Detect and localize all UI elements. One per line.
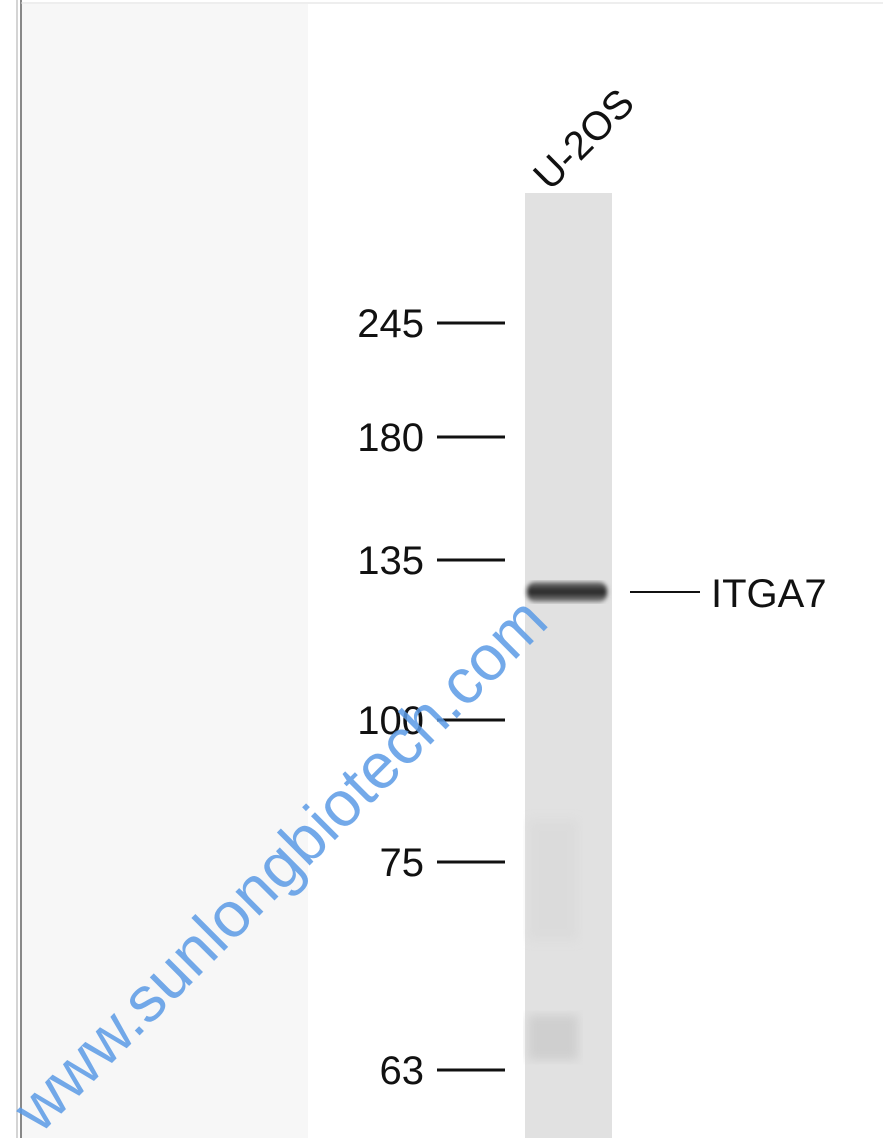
page: {"lane_label": "U-2OS", "markers": [245,… bbox=[0, 0, 883, 1138]
faint-band bbox=[528, 820, 578, 940]
marker-label: 75 bbox=[380, 841, 425, 885]
protein-band bbox=[527, 582, 607, 602]
marker-label: 245 bbox=[357, 302, 424, 346]
lane bbox=[525, 193, 612, 1138]
marker-label: 63 bbox=[380, 1049, 425, 1093]
marker-label: 180 bbox=[357, 416, 424, 460]
blot-figure: U-2OS ITGA7 2451801351007563 www.sunlong… bbox=[0, 0, 883, 1138]
faint-band bbox=[528, 1015, 578, 1060]
band-label: ITGA7 bbox=[711, 572, 827, 616]
marker-label: 135 bbox=[357, 539, 424, 583]
